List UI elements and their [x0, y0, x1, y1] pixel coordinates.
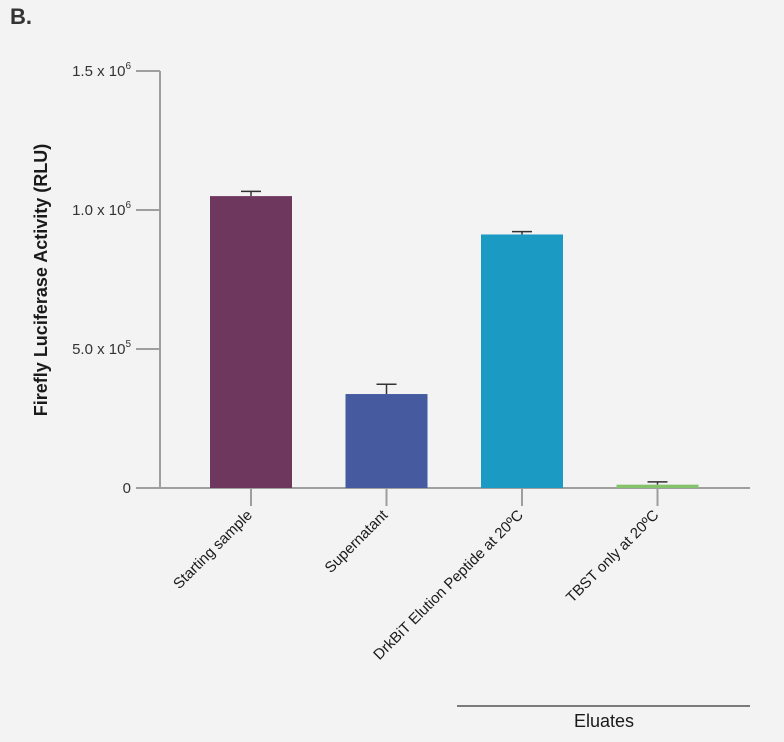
bar	[616, 484, 699, 488]
bars	[210, 190, 699, 488]
panel-label: B.	[10, 4, 32, 29]
y-tick-label: 1.0 x 106	[72, 200, 131, 219]
x-category-label: Supernatant	[322, 506, 392, 576]
bar	[481, 234, 563, 488]
bar	[210, 196, 292, 488]
eluates-group: Eluates	[457, 705, 750, 731]
eluates-label: Eluates	[574, 711, 634, 731]
x-category-label: DrkBiT Elution Peptide at 20ºC	[370, 507, 527, 664]
y-axis-label: Firefly Luciferase Activity (RLU)	[31, 144, 51, 416]
y-ticks: 0 5.0 x 105 1.0 x 106 1.5 x 106	[72, 61, 160, 497]
bar	[345, 394, 428, 488]
y-tick-label: 5.0 x 105	[72, 339, 131, 358]
x-category-label: Starting sample	[170, 507, 256, 593]
y-tick-label: 0	[123, 480, 131, 497]
x-category-label: TBST only at 20ºC	[563, 507, 663, 607]
y-tick-label: 1.5 x 106	[72, 61, 131, 80]
